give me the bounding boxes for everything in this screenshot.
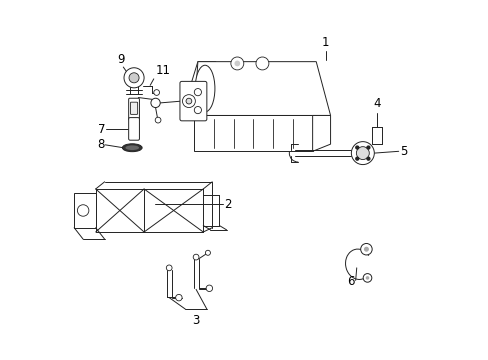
Circle shape [185, 98, 191, 104]
Text: 3: 3 [192, 315, 200, 328]
Circle shape [363, 247, 368, 252]
Circle shape [124, 68, 144, 88]
Ellipse shape [122, 144, 142, 152]
Text: 7: 7 [98, 122, 105, 136]
Text: 9: 9 [118, 53, 125, 66]
Text: 11: 11 [155, 64, 170, 77]
Circle shape [155, 117, 161, 123]
Circle shape [194, 89, 201, 96]
Circle shape [193, 254, 199, 260]
FancyBboxPatch shape [180, 81, 206, 121]
Polygon shape [194, 62, 330, 116]
Circle shape [206, 285, 212, 292]
Ellipse shape [125, 145, 139, 150]
Circle shape [355, 146, 358, 149]
Circle shape [234, 60, 240, 66]
Circle shape [182, 95, 195, 108]
Circle shape [351, 141, 373, 165]
Polygon shape [74, 193, 96, 228]
Text: 5: 5 [399, 145, 407, 158]
Circle shape [366, 157, 369, 160]
Circle shape [363, 274, 371, 282]
Polygon shape [183, 62, 215, 108]
Text: 6: 6 [346, 275, 354, 288]
Circle shape [205, 250, 210, 255]
Circle shape [153, 90, 159, 95]
Circle shape [194, 107, 201, 114]
Text: 2: 2 [224, 198, 231, 211]
Text: 8: 8 [97, 138, 104, 150]
Circle shape [230, 57, 244, 70]
Circle shape [166, 265, 172, 271]
Circle shape [175, 294, 182, 301]
Circle shape [356, 147, 368, 159]
Circle shape [129, 73, 139, 83]
Circle shape [366, 146, 369, 149]
Polygon shape [312, 116, 330, 151]
Circle shape [360, 243, 371, 255]
Polygon shape [194, 116, 312, 151]
FancyBboxPatch shape [128, 118, 139, 140]
Circle shape [255, 57, 268, 70]
FancyBboxPatch shape [130, 102, 137, 114]
Circle shape [365, 276, 368, 280]
Text: 1: 1 [321, 36, 328, 49]
Text: 4: 4 [372, 97, 380, 110]
Text: 10: 10 [183, 95, 197, 108]
Circle shape [77, 205, 89, 216]
Ellipse shape [195, 65, 214, 112]
Circle shape [151, 98, 160, 108]
Circle shape [355, 157, 358, 160]
FancyBboxPatch shape [128, 98, 139, 120]
